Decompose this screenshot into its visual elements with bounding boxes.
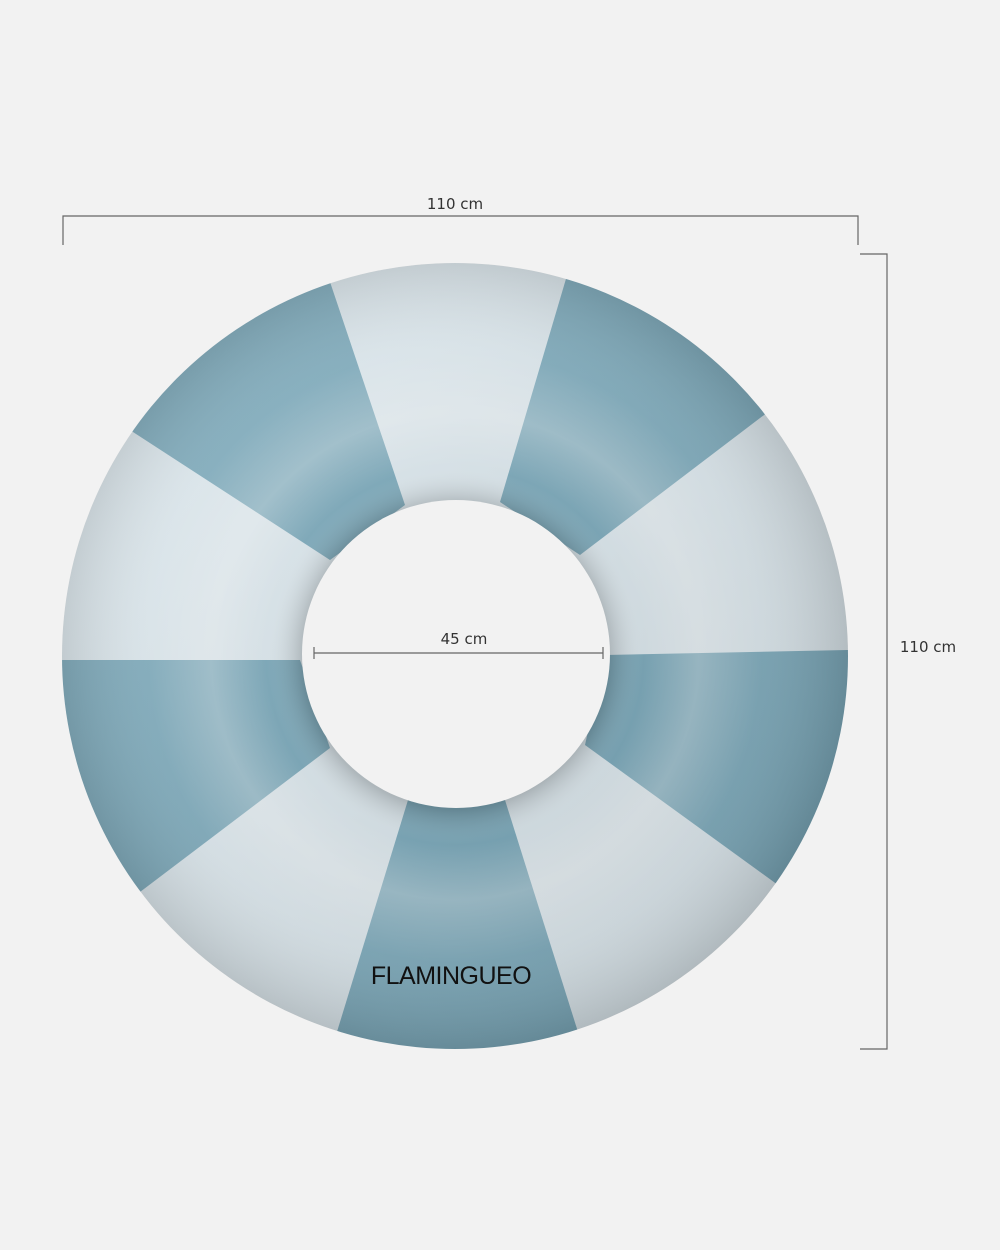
ring-light-shading — [60, 260, 860, 1060]
dimension-lines — [62, 215, 888, 1050]
width-dimension-line — [62, 215, 859, 245]
width-label: 110 cm — [427, 195, 483, 213]
brand-logo: FLAMINGUEO — [371, 962, 531, 990]
height-dimension-line — [860, 253, 888, 1050]
height-label: 110 cm — [900, 638, 956, 656]
inner-diameter-label: 45 cm — [441, 630, 488, 648]
inner-diameter-line — [313, 647, 604, 659]
